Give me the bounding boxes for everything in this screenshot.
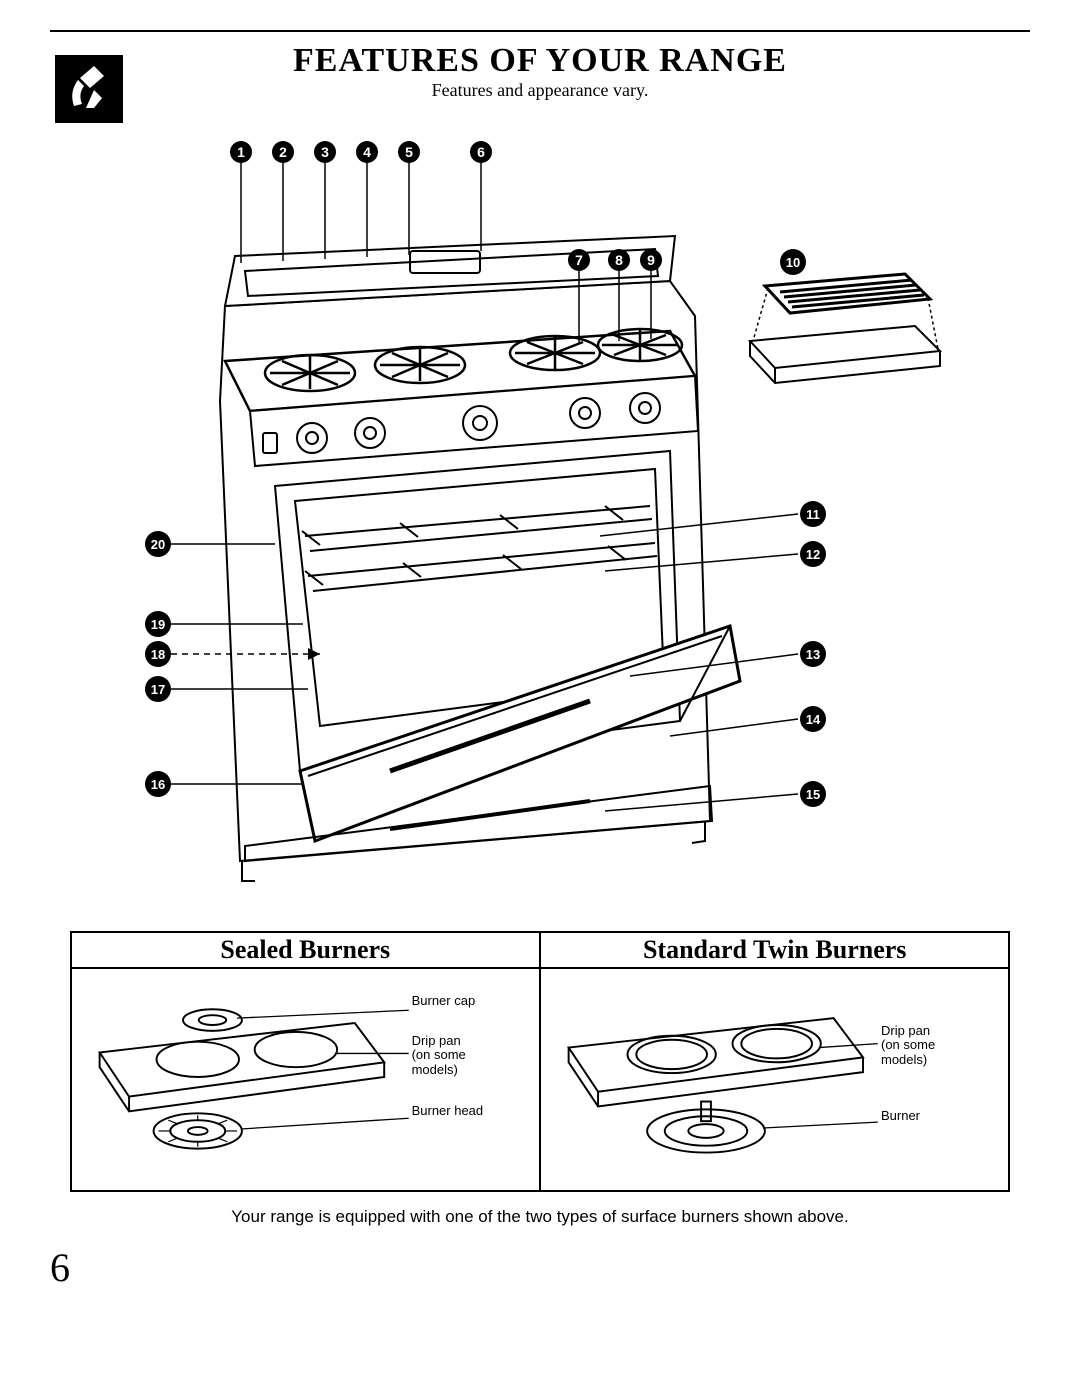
standard-label-burner: Burner — [881, 1109, 920, 1123]
read-icon — [64, 64, 114, 114]
standard-burners-diagram — [549, 977, 1000, 1177]
callout-13: 13 — [800, 641, 826, 667]
caption: Your range is equipped with one of the t… — [50, 1207, 1030, 1227]
callout-4: 4 — [356, 141, 378, 163]
standard-label-drippan: Drip pan (on some models) — [881, 1024, 935, 1067]
callout-1: 1 — [230, 141, 252, 163]
page-title: FEATURES OF YOUR RANGE — [50, 42, 1030, 80]
title-block: FEATURES OF YOUR RANGE Features and appe… — [50, 42, 1030, 101]
standard-header: Standard Twin Burners — [540, 932, 1009, 968]
callout-17: 17 — [145, 676, 171, 702]
callout-16: 16 — [145, 771, 171, 797]
diagram-svg — [50, 121, 1030, 921]
callout-7: 7 — [568, 249, 590, 271]
standard-cell: Drip pan (on some models) Burner — [540, 968, 1009, 1191]
icon-box — [55, 55, 123, 123]
callout-8: 8 — [608, 249, 630, 271]
callout-3: 3 — [314, 141, 336, 163]
callout-14: 14 — [800, 706, 826, 732]
page-number: 6 — [50, 1244, 1030, 1291]
callout-18: 18 — [145, 641, 171, 667]
range-diagram: 1 2 3 4 5 6 7 8 9 10 11 12 13 14 15 20 1… — [50, 121, 1030, 921]
callout-2: 2 — [272, 141, 294, 163]
callout-9: 9 — [640, 249, 662, 271]
sealed-header: Sealed Burners — [71, 932, 540, 968]
sealed-label-drippan: Drip pan (on some models) — [412, 1034, 466, 1077]
callout-20: 20 — [145, 531, 171, 557]
sealed-label-head: Burner head — [412, 1104, 484, 1118]
callout-6: 6 — [470, 141, 492, 163]
page-subtitle: Features and appearance vary. — [50, 80, 1030, 101]
callout-15: 15 — [800, 781, 826, 807]
callout-19: 19 — [145, 611, 171, 637]
sealed-label-cap: Burner cap — [412, 994, 476, 1008]
burner-types-table: Sealed Burners Standard Twin Burners — [70, 931, 1011, 1192]
callout-12: 12 — [800, 541, 826, 567]
callout-5: 5 — [398, 141, 420, 163]
callout-10: 10 — [780, 249, 806, 275]
top-rule — [50, 30, 1030, 32]
callout-11: 11 — [800, 501, 826, 527]
sealed-cell: Burner cap Drip pan (on some models) Bur… — [71, 968, 540, 1191]
